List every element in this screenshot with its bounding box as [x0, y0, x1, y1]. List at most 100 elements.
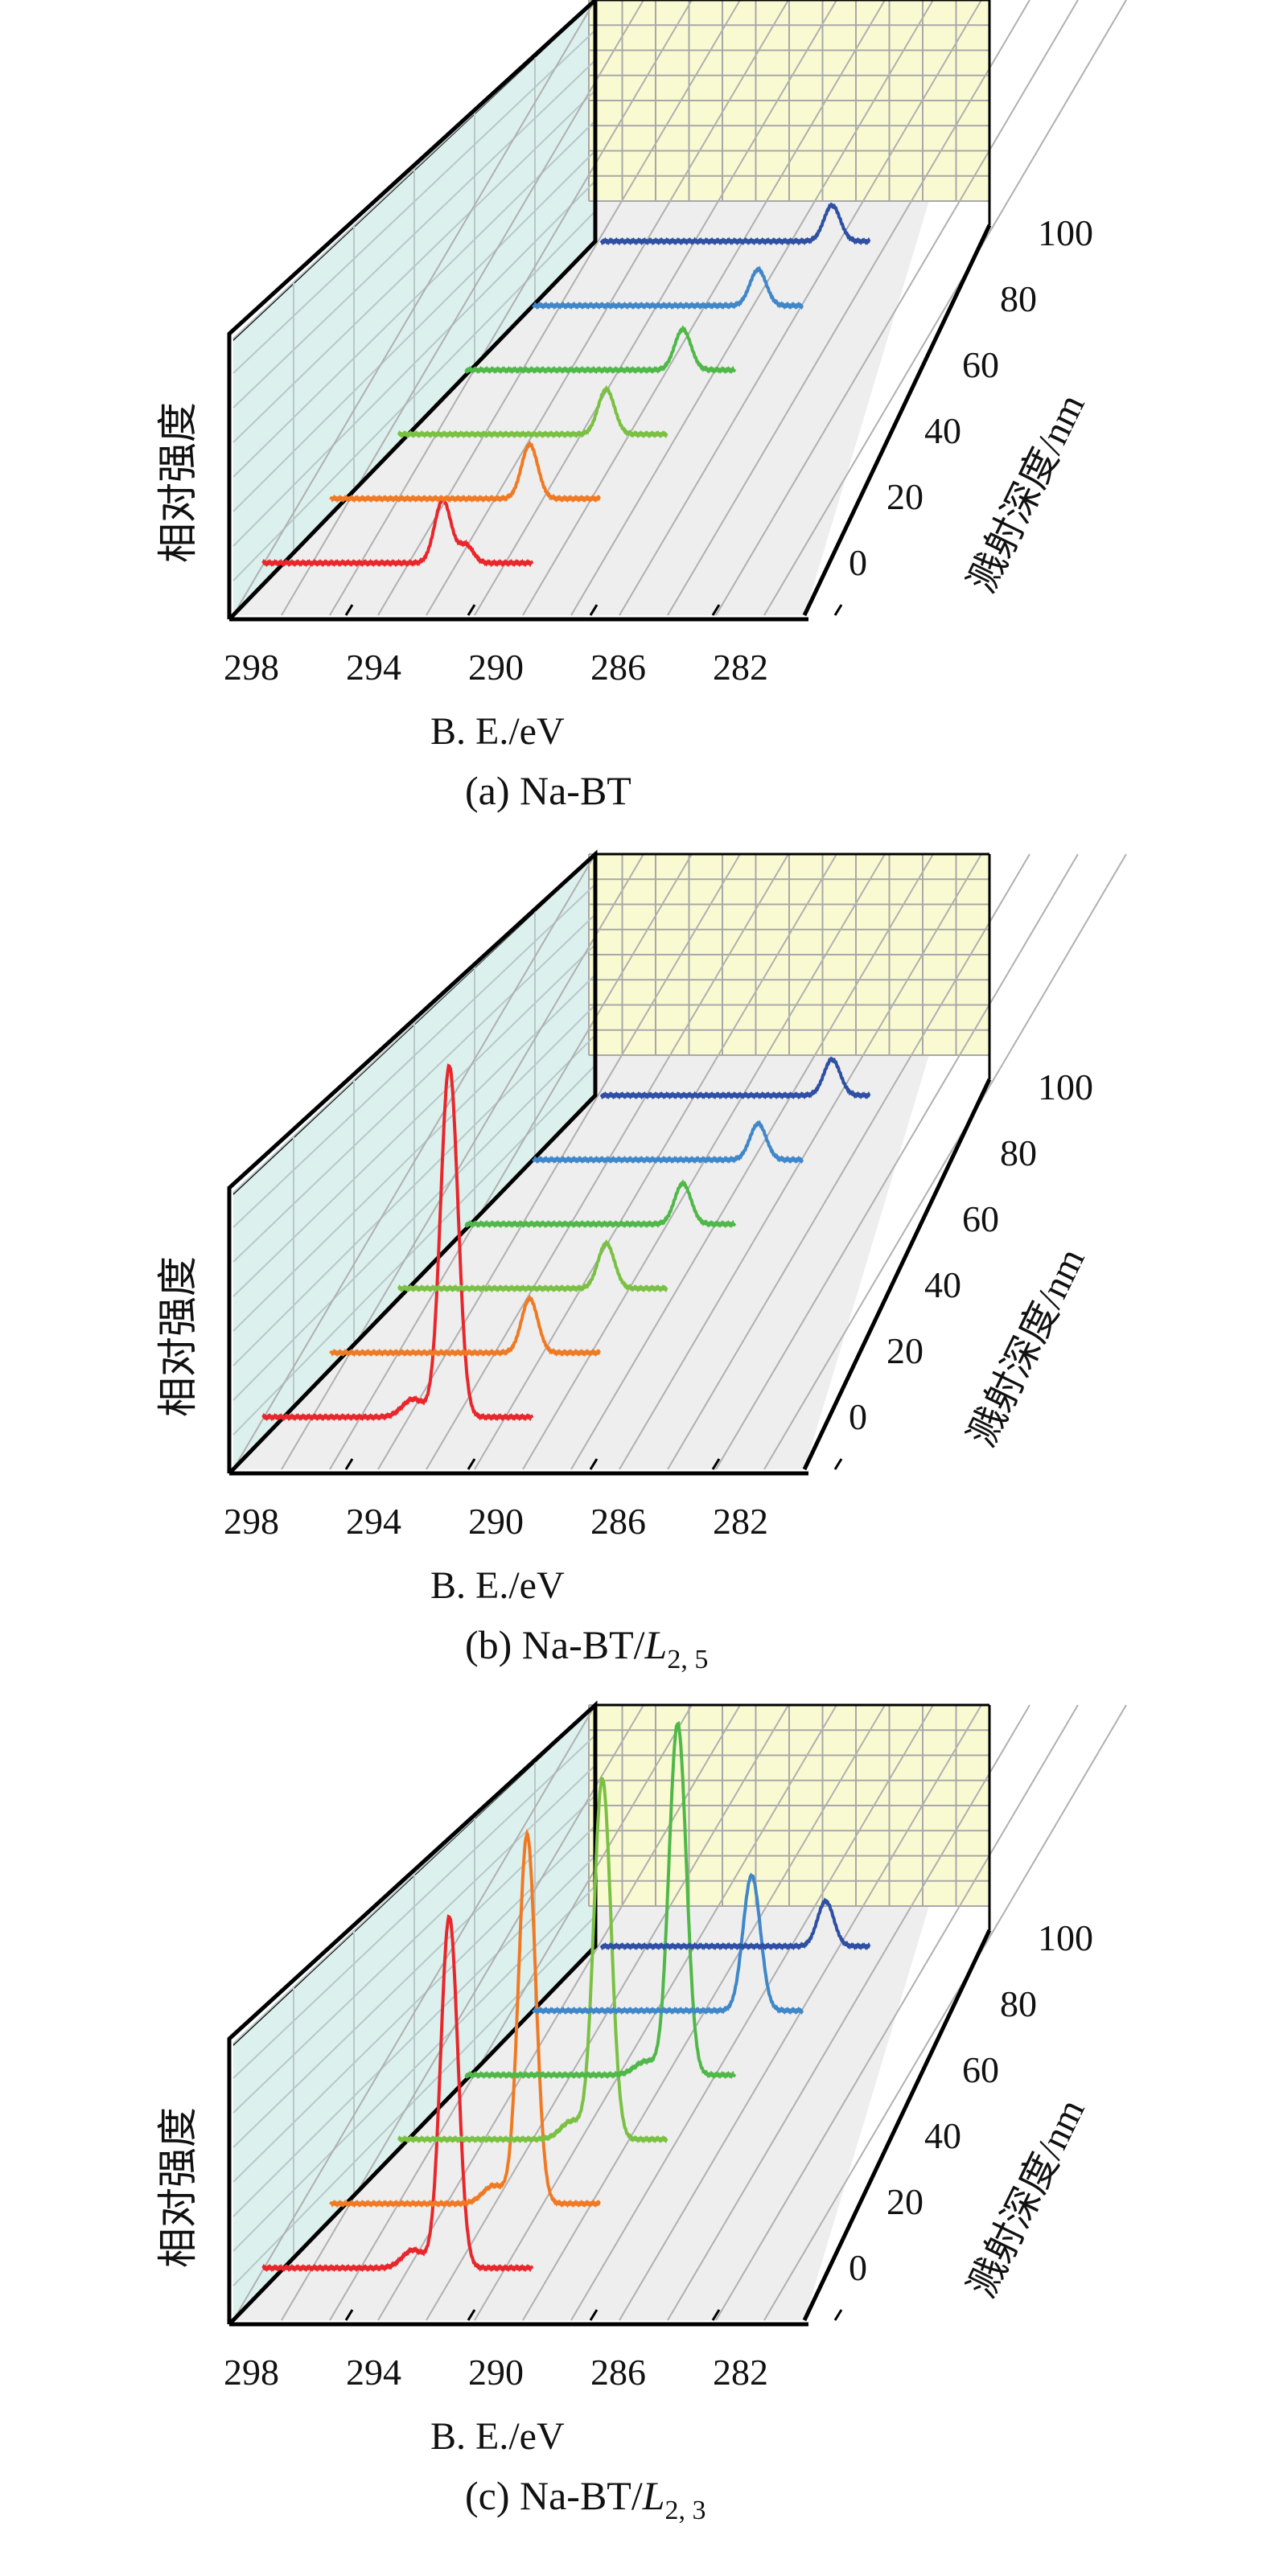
depth-tick-label: 100: [1038, 212, 1093, 253]
x-axis-title: B. E./eV: [430, 2415, 565, 2458]
series-80-line: [532, 1872, 804, 2015]
caption-subscript: 2, 5: [667, 1645, 708, 1674]
side-grid-hline: [232, 1794, 596, 2148]
series-0-line: [261, 1914, 534, 2273]
depth-tick-label: 60: [962, 344, 999, 385]
series-40-line: [397, 384, 668, 439]
x-tick-mark: [344, 1458, 354, 1470]
x-tick-label: 286: [590, 1501, 646, 1542]
floor-grid-diag: [763, 1704, 1127, 2321]
depth-axis-title: 溅射深度/nm: [961, 2093, 1093, 2304]
frame-lines: [227, 0, 598, 621]
floor-grid-diag: [329, 1704, 693, 2321]
side-grid-hline: [232, 1004, 596, 1366]
series-60-line: [464, 1179, 737, 1229]
x-tick-mark: [344, 604, 354, 616]
panel-caption: (b) Na-BT/L2, 5: [465, 1622, 708, 1674]
depth-tick-label: 20: [886, 2181, 924, 2222]
series-0-line: [261, 1063, 534, 1422]
side-grid-hline: [232, 180, 596, 547]
side-grid-hline: [232, 1765, 596, 2114]
side-grid-hline: [232, 974, 596, 1332]
floor-grid-diag: [281, 1704, 644, 2321]
x-tick-label: 298: [224, 647, 279, 688]
series-100-line: [599, 202, 871, 246]
x-tick-mark: [833, 2309, 843, 2321]
depth-axis-line: [802, 1929, 992, 2322]
series-0-line: [261, 495, 534, 568]
series-100-line: [599, 1897, 871, 1951]
x-tick-mark: [467, 1458, 476, 1470]
floor-grid-diag: [426, 853, 789, 1470]
x-tick-label: 294: [346, 647, 401, 688]
x-tick-label: 282: [713, 647, 768, 688]
floor-grid-diag: [232, 853, 596, 1470]
series-20-line: [329, 1294, 602, 1358]
side-grid-hline: [232, 943, 596, 1297]
side-grid-hline: [232, 1734, 596, 2079]
depth-axis-title: 溅射深度/nm: [961, 388, 1093, 599]
depth-axis-line: [802, 1078, 992, 1471]
x-tick-mark: [711, 2309, 721, 2321]
y-axis-title: 相对强度: [154, 2107, 201, 2268]
side-grid-hline: [232, 883, 596, 1228]
floor-grid-diag: [426, 0, 789, 616]
depth-tick-label: 100: [1038, 1066, 1093, 1107]
floor-grid-diag: [715, 0, 1079, 616]
floor-grid-diag: [426, 1704, 789, 2321]
series-100-line: [599, 1056, 871, 1100]
series-80-line: [532, 1120, 804, 1165]
x-tick-mark: [467, 2309, 476, 2321]
caption-italic-L: L: [644, 1622, 668, 1667]
side-grid-hline: [232, 1034, 596, 1401]
floor-grid-diag: [281, 853, 644, 1470]
floor-grid-diag: [232, 0, 596, 616]
x-tick-label: 294: [346, 2352, 401, 2393]
series-20-line: [329, 440, 602, 503]
x-tick-label: 298: [224, 2352, 279, 2393]
side-grid-hline: [232, 1064, 596, 1436]
depth-tick-label: 0: [849, 542, 867, 583]
series-20-line: [329, 1828, 602, 2208]
side-grid-hline: [232, 1855, 596, 2217]
x-axis-title: B. E./eV: [430, 710, 565, 753]
side-grid-hline: [232, 210, 596, 581]
series-80-line: [532, 265, 804, 310]
series-40-line: [397, 1239, 668, 1293]
floor-grid-diag: [667, 853, 1030, 1470]
depth-axis-title: 溅射深度/nm: [961, 1242, 1093, 1453]
side-grid-hline: [232, 29, 596, 374]
depth-tick-label: 40: [924, 2115, 961, 2156]
back-wall-grid: [588, 1704, 990, 1907]
floor-grid-diag: [667, 1704, 1030, 2321]
series-40-line: [397, 1777, 668, 2144]
y-axis-title: 相对强度: [154, 1256, 201, 1417]
depth-tick-label: 20: [886, 1330, 924, 1371]
floor-grid-diag: [763, 0, 1127, 616]
x-tick-mark: [589, 1458, 599, 1470]
floor-grid-diag: [570, 1704, 934, 2321]
side-grid-hline: [232, 89, 596, 443]
floor-grid-diag: [715, 853, 1079, 1470]
depth-tick-label: 80: [1000, 278, 1037, 319]
x-tick-mark: [711, 1458, 721, 1470]
back-wall-grid: [588, 0, 990, 202]
floor-grid-diag: [329, 853, 693, 1470]
floor-grid-diag: [763, 853, 1127, 1470]
caption-subscript: 2, 3: [665, 2496, 706, 2525]
floor-grid-diag: [570, 853, 934, 1470]
x-tick-label: 298: [224, 1501, 279, 1542]
x-tick-label: 282: [713, 1501, 768, 1542]
floor-grid-diag: [715, 1704, 1079, 2321]
side-grid-hline: [232, 120, 596, 478]
x-tick-label: 290: [468, 647, 524, 688]
x-tick-mark: [589, 2309, 599, 2321]
x-tick-mark: [589, 604, 599, 616]
depth-tick-label: 60: [962, 1198, 999, 1239]
x-tick-label: 294: [346, 1501, 401, 1542]
side-grid-hline: [232, 914, 596, 1263]
depth-tick-label: 20: [886, 476, 924, 517]
x-tick-mark: [833, 1458, 843, 1470]
